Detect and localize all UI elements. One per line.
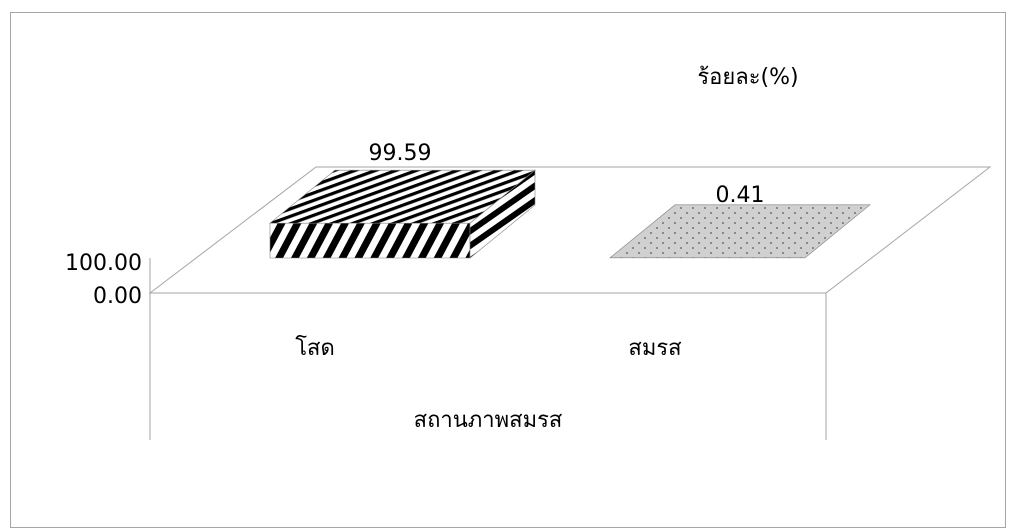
value-label-0: 99.59 (369, 141, 432, 166)
unit-label: ร้อยละ(%) (697, 65, 798, 90)
x-axis-title: สถานภาพสมรส (414, 408, 563, 433)
chart-floor (148, 166, 992, 294)
chart-border (10, 12, 1006, 528)
bars-group (269, 169, 871, 259)
x-tick-label-1: สมรส (628, 336, 682, 361)
value-label-1: 0.41 (716, 183, 765, 208)
x-tick-label-0: โสด (295, 335, 335, 361)
y-tick-label-max: 100.00 (65, 251, 142, 276)
bar-front-0 (269, 222, 471, 259)
bar-top-1 (609, 204, 871, 259)
y-tick-label-min: 0.00 (93, 284, 142, 309)
bar-top-0 (269, 169, 536, 224)
